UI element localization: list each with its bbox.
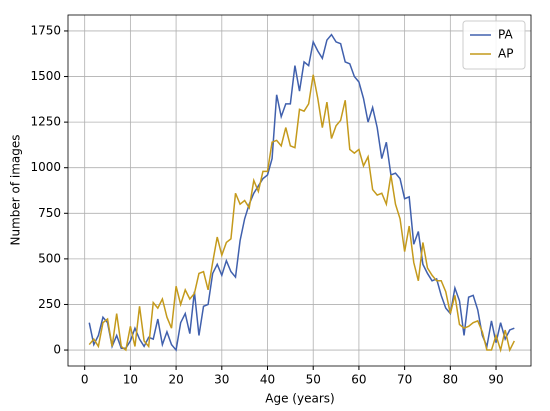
x-tick-label: 10: [123, 373, 138, 387]
x-axis-label: Age (years): [265, 392, 334, 406]
y-tick-label: 1750: [30, 23, 61, 37]
y-tick-label: 1250: [30, 115, 61, 129]
line-series: [88, 74, 515, 353]
legend-label: PA: [498, 28, 513, 42]
x-tick-label: 80: [443, 373, 458, 387]
x-tick-label: 90: [488, 373, 503, 387]
x-tick-label: 40: [260, 373, 275, 387]
y-tick-label: 500: [38, 251, 61, 265]
legend-box: [462, 20, 526, 70]
legend-label: AP: [498, 47, 513, 61]
line-series: [88, 33, 515, 352]
plot-frame: [67, 14, 532, 367]
x-tick-label: 20: [168, 373, 183, 387]
x-tick-label: 30: [214, 373, 229, 387]
y-tick-label: 0: [53, 343, 61, 357]
x-tick-label: 60: [351, 373, 366, 387]
y-tick-label: 1000: [30, 160, 61, 174]
x-tick-label: 70: [397, 373, 412, 387]
y-tick-label: 1500: [30, 69, 61, 83]
y-tick-label: 250: [38, 297, 61, 311]
x-tick-label: 50: [306, 373, 321, 387]
y-tick-label: 750: [38, 206, 61, 220]
x-tick-label: 0: [81, 373, 89, 387]
y-axis-label: Number of images: [9, 134, 23, 245]
